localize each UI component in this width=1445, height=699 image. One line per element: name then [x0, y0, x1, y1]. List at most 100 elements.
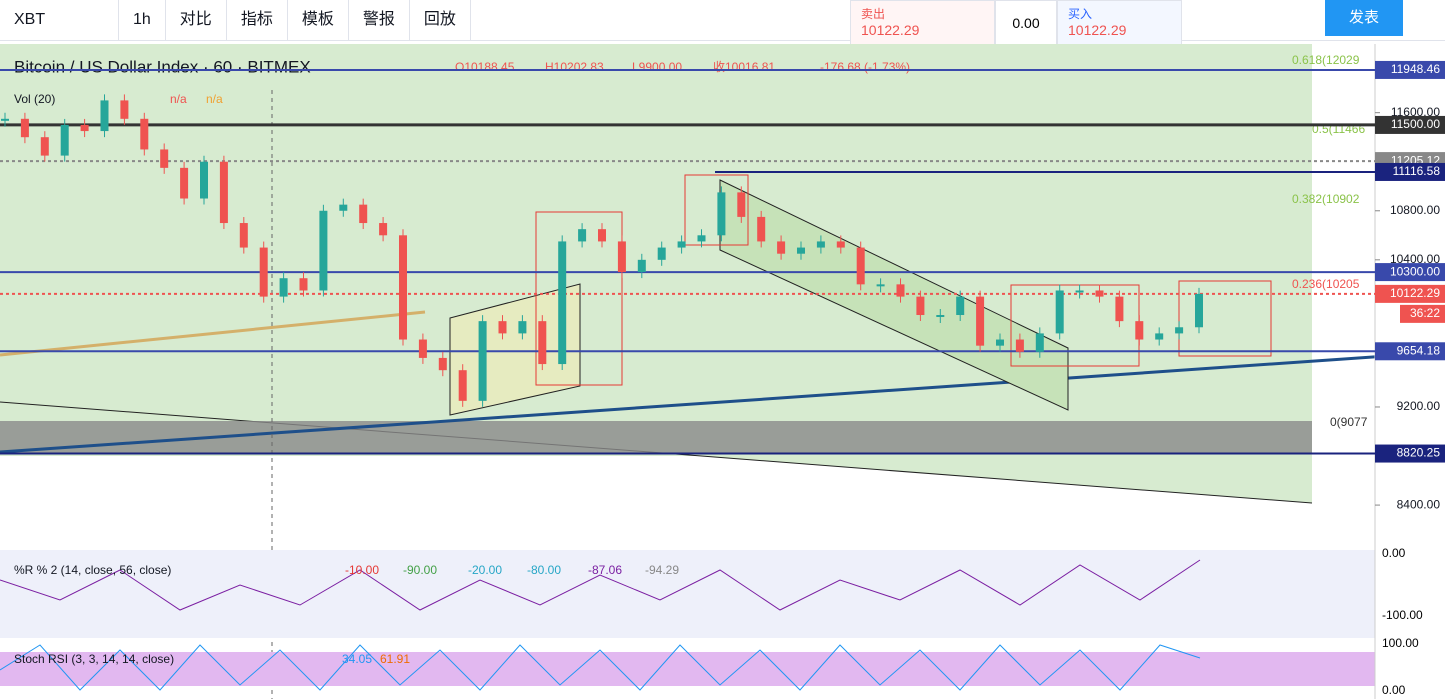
vol-value: n/a: [206, 92, 223, 106]
rsi-value: 34.05: [342, 652, 372, 666]
wr-value: -87.06: [588, 563, 622, 577]
candle: [518, 321, 527, 334]
y-tick-label: 8400.00: [1397, 497, 1441, 511]
candle: [737, 192, 746, 217]
trend-line: [0, 350, 1445, 454]
level-tag: [1375, 60, 1445, 79]
box: [684, 174, 749, 246]
wr-pane: [0, 550, 1375, 638]
rsi-line: [0, 644, 1201, 691]
candle: [896, 284, 905, 297]
candle: [458, 370, 467, 401]
candle: [876, 284, 885, 287]
spread: 0.00: [995, 0, 1057, 46]
level-tag: [1375, 115, 1445, 134]
symbol[interactable]: XBT: [0, 0, 119, 40]
wr-value: -80.00: [527, 563, 561, 577]
wr-value: -90.00: [403, 563, 437, 577]
candle: [1155, 333, 1164, 340]
candle: [1075, 290, 1084, 293]
candle: [1, 118, 9, 121]
y-tick-label: 11600.00: [1391, 105, 1440, 119]
candle: [637, 259, 646, 273]
candle: [478, 321, 487, 401]
candle: [578, 229, 587, 242]
candle: [399, 235, 407, 340]
candle: [916, 296, 925, 316]
candle: [1175, 327, 1184, 334]
candle: [219, 161, 228, 224]
candle: [797, 247, 805, 254]
legend-change: -176.68 (-1.73%): [820, 60, 910, 74]
rsi-pane: [0, 652, 1375, 686]
level-tag: [1375, 263, 1445, 282]
candle: [140, 118, 149, 150]
alert[interactable]: 警报: [349, 0, 410, 40]
bg-zone: [0, 44, 1312, 456]
fib-label: 0.618(12029: [1292, 53, 1360, 67]
wr-tick: 0.00: [1382, 546, 1406, 560]
wr-line: [0, 559, 1201, 611]
box: [535, 211, 623, 386]
legend-close: 收10016.81: [713, 60, 775, 74]
compare[interactable]: 对比: [166, 0, 227, 40]
buy-price: 10122.29: [1068, 22, 1127, 38]
candle: [339, 204, 348, 211]
level-label: 10300.00: [1390, 264, 1440, 278]
vol-value: n/a: [170, 92, 187, 106]
candle: [856, 247, 865, 285]
candle: [418, 339, 427, 358]
level-label: 8820.25: [1397, 446, 1441, 460]
candle: [1115, 296, 1124, 322]
level-label: 9654.18: [1397, 343, 1441, 357]
candle: [259, 247, 268, 297]
candle: [777, 241, 786, 254]
fib-label: 0.236(10205: [1292, 277, 1360, 291]
candle: [160, 149, 169, 168]
y-tick-label: 9200.00: [1397, 399, 1441, 413]
candle: [836, 241, 845, 248]
sell-button[interactable]: 卖出 10122.29: [850, 0, 995, 46]
candle: [956, 296, 965, 316]
candle: [538, 321, 547, 365]
replay[interactable]: 回放: [410, 0, 471, 40]
level-tag: [1375, 444, 1445, 463]
candle: [1195, 293, 1203, 328]
level-tag: [1375, 342, 1445, 361]
candle: [996, 339, 1004, 346]
legend-high: H10202.83: [545, 60, 604, 74]
candle: [677, 241, 686, 248]
interval[interactable]: 1h: [119, 0, 166, 40]
vol-label: Vol (20): [14, 92, 55, 106]
candle: [816, 241, 825, 248]
candle: [60, 124, 69, 156]
publish-button[interactable]: 发表: [1325, 0, 1403, 36]
indicators[interactable]: 指标: [227, 0, 288, 40]
legend-low: L9900.00: [632, 60, 682, 74]
y-tick-label: 10800.00: [1390, 203, 1440, 217]
candle: [1095, 290, 1104, 297]
candle: [120, 100, 129, 119]
candle: [100, 100, 109, 132]
candle: [319, 210, 328, 291]
templates[interactable]: 模板: [288, 0, 349, 40]
candle: [438, 357, 447, 371]
candle: [657, 247, 666, 260]
candle: [40, 137, 49, 156]
rsi-value: 61.91: [380, 652, 410, 666]
level-label: 11500.00: [1391, 117, 1440, 131]
rsi-title: Stoch RSI (3, 3, 14, 14, close): [14, 652, 174, 666]
candle: [180, 167, 189, 199]
buy-label: 买入: [1068, 7, 1093, 21]
candle: [498, 321, 507, 334]
y-tick-label: 10400.00: [1390, 252, 1440, 266]
level-tag: [1375, 284, 1445, 303]
candle: [757, 216, 766, 242]
wr-tick: -100.00: [1382, 608, 1423, 622]
candle: [239, 223, 248, 248]
level-label: 11116.58: [1393, 164, 1441, 178]
wr-value: -20.00: [468, 563, 502, 577]
sell-price: 10122.29: [861, 22, 920, 38]
wr-value: -94.29: [645, 563, 679, 577]
